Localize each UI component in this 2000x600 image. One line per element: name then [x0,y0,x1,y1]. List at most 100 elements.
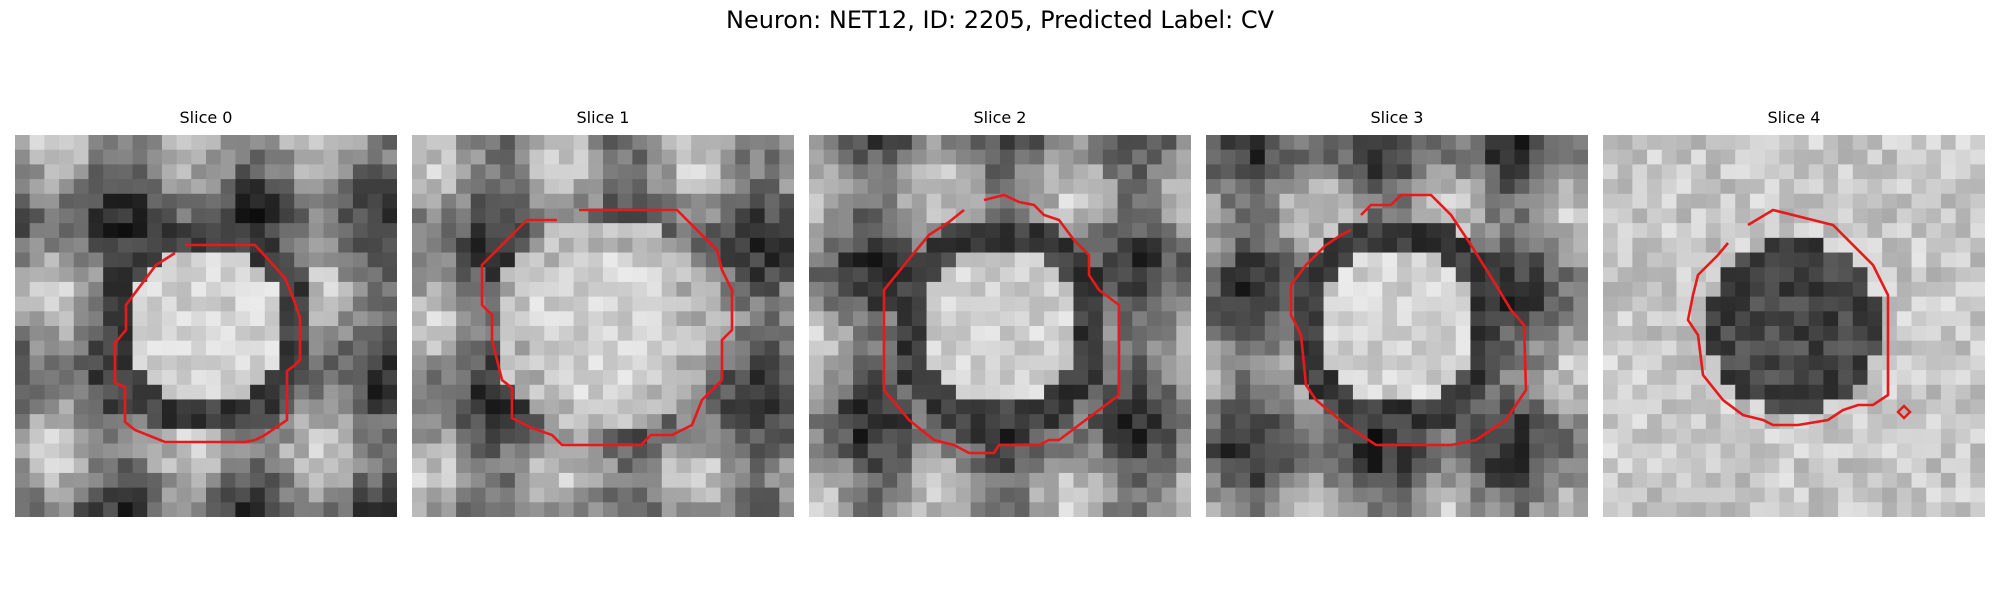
pixel [749,237,766,254]
pixel [588,267,604,283]
pixel [779,428,794,445]
pixel [1279,208,1295,224]
pixel [1940,135,1957,151]
pixel [1676,252,1692,268]
pixel [941,179,957,195]
pixel [1279,135,1295,151]
pixel [1940,399,1957,415]
pixel [1382,281,1398,298]
pixel [1647,149,1663,165]
pixel [558,458,575,474]
pixel [779,458,794,474]
pixel [1749,428,1766,445]
pixel [1970,164,1985,180]
pixel [1720,281,1736,298]
pixel [176,208,192,224]
pixel [1558,223,1574,239]
pixel [985,487,1001,503]
pixel [779,311,794,327]
pixel [1411,340,1427,356]
pixel [1294,281,1310,298]
pixel [1691,193,1707,210]
pixel [1603,296,1619,312]
pixel [853,472,869,489]
pixel [1220,487,1236,503]
pixel [558,164,575,180]
pixel [1867,164,1883,180]
pixel [809,355,825,371]
pixel [1543,281,1560,298]
pixel [676,223,692,239]
pixel [926,149,942,165]
pixel [544,399,560,415]
pixel [720,355,736,371]
pixel [632,355,648,371]
pixel [1088,340,1104,356]
pixel [573,252,589,268]
pixel [250,472,266,489]
pixel [456,208,472,224]
pixel [1926,252,1942,268]
pixel [1617,179,1633,195]
pixel [1426,370,1442,386]
pixel [1735,458,1751,474]
pixel [1955,326,1971,342]
pixel [500,267,516,283]
pixel [338,428,354,445]
pixel [1823,149,1839,165]
pixel [661,384,678,401]
pixel [338,399,354,415]
pixel [500,193,516,210]
pixel [632,326,648,342]
pixel [632,296,648,312]
pixel [44,399,60,415]
pixel [1794,281,1810,298]
pixel [1397,370,1413,386]
pixel [1661,208,1678,224]
pixel [1308,326,1325,342]
pixel [1529,414,1545,430]
pixel [838,311,854,327]
pixel [970,267,986,283]
pixel [544,443,560,459]
pixel [191,223,207,239]
pixel [1485,311,1501,327]
pixel [720,179,736,195]
pixel [88,135,104,151]
pixel [15,179,31,195]
pixel [985,149,1001,165]
pixel [823,502,839,517]
pixel [1455,487,1472,503]
pixel [1264,384,1281,401]
pixel [1749,487,1766,503]
pixel [1176,311,1191,327]
pixel [1970,179,1985,195]
pixel [1676,384,1692,401]
pixel [1720,340,1736,356]
pixel [749,414,766,430]
pixel [132,237,148,254]
pixel [1896,355,1913,371]
pixel [867,281,884,298]
pixel [514,252,531,268]
pixel [1323,135,1339,151]
pixel [264,355,281,371]
pixel [352,384,369,401]
pixel [749,311,766,327]
pixel [1823,472,1839,489]
pixel [911,370,928,386]
pixel [191,487,207,503]
pixel [764,135,780,151]
pixel [1176,443,1191,459]
pixel [294,443,310,459]
pixel [191,281,207,298]
pixel [647,179,663,195]
pixel [1397,458,1413,474]
pixel [1514,252,1530,268]
pixel [1970,340,1985,356]
pixel [44,193,60,210]
pixel [367,149,383,165]
pixel [514,443,531,459]
pixel [705,267,722,283]
pixel [470,311,487,327]
